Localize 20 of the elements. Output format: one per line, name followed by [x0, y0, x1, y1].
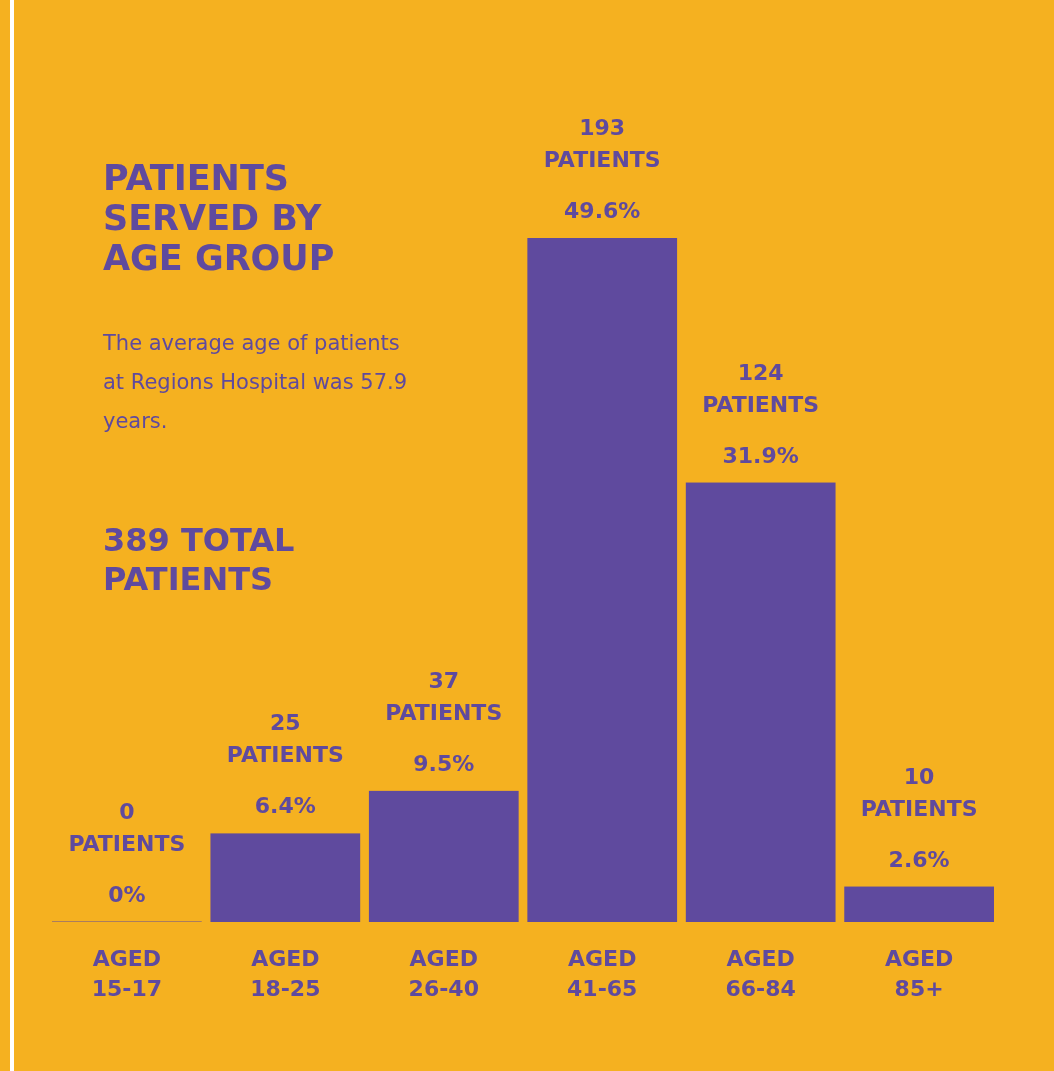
bar — [527, 238, 678, 922]
bar — [368, 790, 519, 922]
x-tick-label: AGED 18-25 — [250, 946, 321, 1001]
data-label: 193 PATIENTS 49.6% — [543, 115, 661, 223]
x-tick-label: AGED 26-40 — [408, 946, 479, 1001]
chart-title: PATIENTS SERVED BY AGE GROUP — [103, 158, 335, 278]
text: The average age of patients at Regions Hospital was 57.9 years. — [102, 331, 408, 433]
x-tick-label: AGED 85+ — [884, 946, 954, 1001]
bar — [210, 833, 361, 922]
data-label: 10 PATIENTS 2.6% — [860, 763, 978, 872]
bar — [685, 482, 836, 922]
x-tick-label: AGED 66-84 — [725, 946, 796, 1001]
data-label: 25 PATIENTS 6.4% — [226, 710, 344, 819]
data-label: 124 PATIENTS 31.9% — [702, 359, 820, 468]
data-label: 0 PATIENTS 0% — [68, 799, 186, 907]
annotation: 389 TOTAL PATIENTS — [103, 521, 295, 598]
bar — [844, 886, 994, 922]
data-label: 37 PATIENTS 9.5% — [385, 667, 503, 776]
x-tick-label: AGED 41-65 — [567, 946, 638, 1001]
x-tick-label: AGED 15-17 — [91, 946, 163, 1001]
